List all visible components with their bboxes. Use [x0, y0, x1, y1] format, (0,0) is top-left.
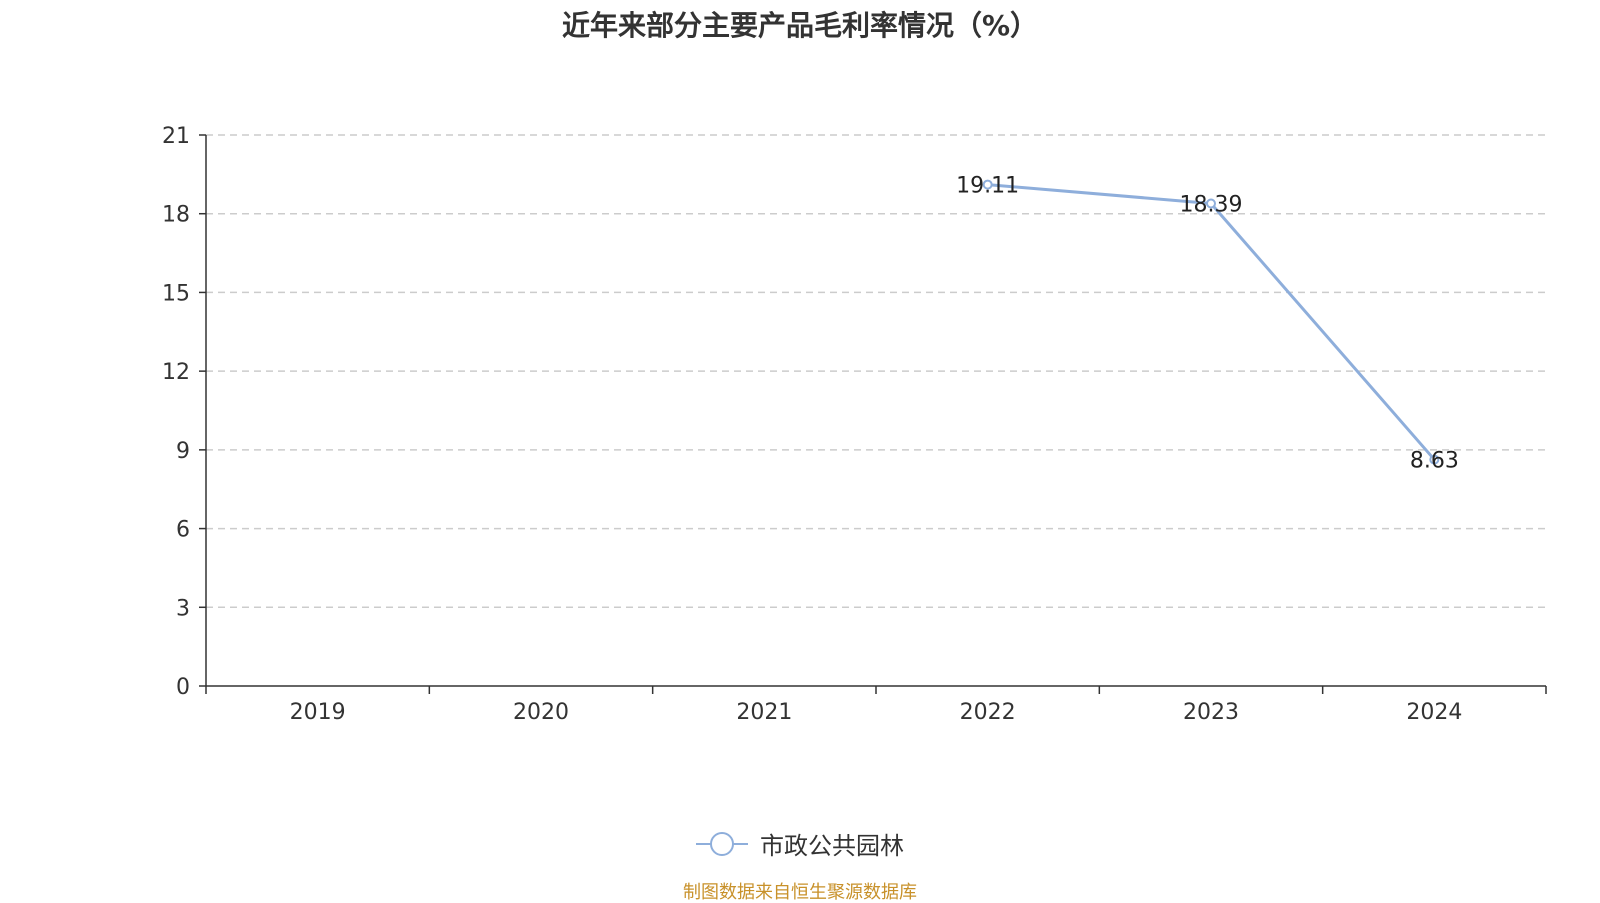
y-tick-label: 0: [176, 675, 190, 700]
chart-title: 近年来部分主要产品毛利率情况（%）: [561, 9, 1039, 42]
data-label: 8.63: [1410, 449, 1459, 474]
x-tick-label: 2023: [1183, 700, 1239, 725]
y-tick-label: 18: [162, 203, 190, 228]
y-tick-label: 12: [162, 360, 190, 385]
series-lines: [982, 179, 1440, 465]
x-tick-label: 2019: [290, 700, 346, 725]
x-tick-label: 2020: [513, 700, 569, 725]
data-labels: 19.11 18.39 8.63: [956, 174, 1459, 474]
y-tick-label: 3: [176, 596, 190, 621]
series-line: [987, 183, 1436, 461]
data-point[interactable]: [1429, 454, 1440, 465]
y-tick-label: 15: [162, 281, 190, 306]
y-tick-label: 21: [162, 124, 190, 149]
legend[interactable]: 市政公共园林: [0, 826, 1600, 861]
y-tick-label: 6: [176, 518, 190, 543]
data-point[interactable]: [1206, 198, 1216, 209]
x-tick-label: 2022: [960, 700, 1016, 725]
legend-marker-icon: [696, 831, 748, 856]
data-label: 19.11: [956, 174, 1019, 199]
source-note: 制图数据来自恒生聚源数据库: [683, 882, 917, 903]
y-tick-label: 9: [176, 439, 190, 464]
x-tick-label: 2021: [736, 700, 792, 725]
axes: 0 3 6 9 12 15 18 21 2019 2020 2021 2022 2023 2024: [162, 124, 1547, 725]
gridlines: [206, 134, 1546, 609]
x-tick-label: 2024: [1406, 700, 1462, 725]
data-label: 18.39: [1180, 192, 1243, 217]
legend-label: 市政公共园林: [760, 832, 904, 860]
data-point[interactable]: [982, 179, 993, 190]
